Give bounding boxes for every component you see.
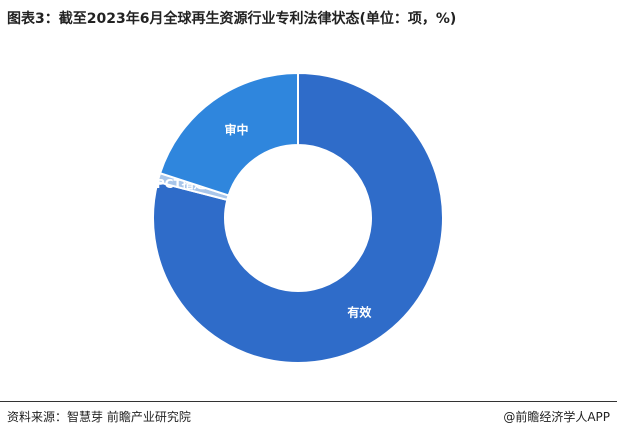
footer: 资料来源：智慧芽 前瞻产业研究院 @前瞻经济学人APP <box>0 401 617 430</box>
donut-slice-2 <box>158 71 299 197</box>
donut-slice-0 <box>152 71 444 364</box>
slice-label-2: 审中 <box>225 122 249 137</box>
source-note: 资料来源：智慧芽 前瞻产业研究院 <box>7 410 191 424</box>
slice-label-0: 有效 <box>347 304 372 319</box>
brand-note: @前瞻经济学人APP <box>503 410 610 424</box>
chart-title: 图表3：截至2023年6月全球再生资源行业专利法律状态(单位：项，%) <box>7 11 457 27</box>
